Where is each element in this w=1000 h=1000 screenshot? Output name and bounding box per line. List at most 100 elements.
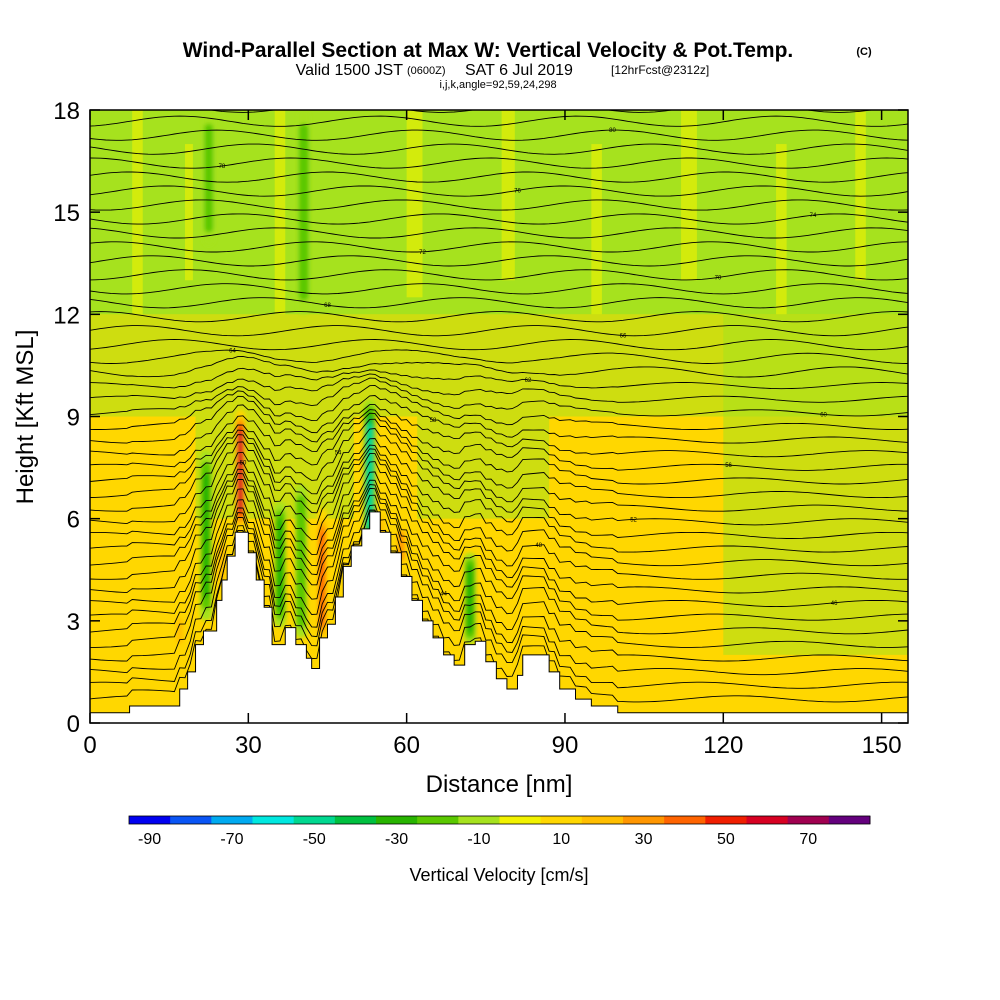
x-tick-label: 30 — [235, 732, 262, 759]
isentrope-line — [90, 438, 908, 526]
isentrope-label: 66 — [620, 333, 627, 339]
isentropes — [90, 110, 908, 703]
colorbar-tick-label: -90 — [138, 831, 161, 848]
colorbar-swatch — [334, 816, 377, 824]
updraft-cell — [176, 618, 183, 644]
isentrope-label: 80 — [609, 128, 616, 134]
isentrope-line — [90, 367, 908, 390]
colorbar-swatch — [581, 816, 624, 824]
downdraft-cell — [202, 473, 210, 599]
isentrope-label: 72 — [419, 250, 426, 256]
isentrope-label: 82 — [314, 102, 321, 108]
field-patch — [417, 416, 550, 519]
isentrope-line — [90, 444, 908, 539]
isentrope-line — [90, 412, 908, 485]
isentrope-line — [90, 471, 908, 594]
isentrope-line — [90, 509, 908, 689]
y-axis-label: Height [Kft MSL] — [12, 330, 39, 505]
field-streak — [501, 110, 515, 281]
colorbar-swatch — [540, 816, 583, 824]
x-tick-label: 0 — [83, 732, 96, 759]
isentrope-label: 52 — [630, 517, 637, 523]
isentrope-line — [90, 143, 908, 155]
x-tick-label: 150 — [862, 732, 902, 759]
field-streak — [184, 144, 193, 281]
colorbar-tick-label: -50 — [303, 831, 326, 848]
isentrope-label: 76 — [514, 188, 521, 194]
colorbar-tick-label: -70 — [220, 831, 243, 848]
isentrope-label: 62 — [525, 378, 532, 384]
colorbar-frame — [128, 815, 871, 825]
isentrope-line — [90, 171, 908, 183]
isentrope-line — [90, 283, 908, 295]
y-tick-label: 9 — [67, 405, 80, 432]
isentrope-line — [90, 494, 908, 648]
isentrope-line — [90, 461, 908, 580]
downdraft-cell — [297, 505, 305, 618]
colorbar-swatch — [746, 816, 789, 824]
downdraft-cell — [204, 123, 214, 233]
field-streak — [132, 110, 143, 315]
x-axis: 0 30 60 90 120 150 — [83, 110, 902, 759]
field-patch — [723, 314, 908, 655]
field-bands — [90, 110, 908, 655]
isentrope-label: 48 — [535, 543, 542, 549]
chart-subtitle-fcst: [12hrFcst@2312z] — [611, 63, 709, 77]
colorbar-label: Vertical Velocity [cm/s] — [409, 865, 588, 885]
x-tick-label: 90 — [552, 732, 579, 759]
field-band-upper — [90, 110, 908, 315]
downdraft-cell — [366, 423, 374, 529]
isentrope-line — [90, 311, 908, 323]
field-streak — [274, 110, 286, 315]
isentrope-line — [90, 339, 908, 351]
isentrope-line — [90, 428, 908, 512]
subtitle-line: Valid 1500 JST (0600Z) SAT 6 Jul 2019 [1… — [296, 62, 710, 79]
isentrope-line — [90, 453, 908, 567]
y-tick-label: 12 — [53, 302, 80, 329]
isentrope-line — [90, 487, 908, 635]
y-tick-label: 18 — [53, 98, 80, 125]
plot-area: 44 46 48 50 52 54 56 58 60 62 64 66 68 70 72 74 76 78 80 82 — [90, 102, 908, 723]
downdraft-cell — [299, 137, 308, 288]
isentrope-line — [90, 115, 908, 127]
isentrope-line — [90, 185, 908, 197]
isentrope-labels: 44 46 48 50 52 54 56 58 60 62 64 66 68 70 72 74 76 78 80 82 — [219, 102, 839, 607]
isentrope-line — [90, 297, 908, 309]
field-streak — [681, 110, 697, 281]
isentrope-line — [90, 355, 908, 378]
y-tick-label: 15 — [53, 200, 80, 227]
chart-title: Wind-Parallel Section at Max W: Vertical… — [183, 39, 794, 62]
y-tick-label: 3 — [67, 609, 80, 636]
isentrope-label: 78 — [219, 164, 226, 170]
updraft-cell — [237, 430, 244, 512]
isentrope-line — [90, 255, 908, 267]
colorbar-swatch — [705, 816, 747, 824]
colorbar-swatch — [787, 816, 830, 824]
isentrope-line — [90, 409, 908, 471]
isentrope-label: 58 — [430, 418, 437, 424]
isentrope-line — [90, 484, 908, 621]
colorbar-tick-label: 70 — [799, 831, 817, 848]
isentrope-line — [90, 395, 908, 444]
colorbar-tick-label: 50 — [717, 831, 735, 848]
isentrope-label: 44 — [440, 591, 447, 597]
x-axis-label: Distance [nm] — [426, 771, 573, 798]
downdraft-cell — [276, 518, 284, 611]
colorbar-swatch — [458, 816, 500, 824]
isentrope-label: 68 — [324, 303, 331, 309]
isentrope-line — [90, 448, 908, 553]
isentrope-label: 50 — [240, 461, 247, 467]
isentrope-line — [90, 269, 908, 281]
isentrope-line — [90, 384, 908, 430]
isentrope-line — [90, 418, 908, 499]
isentrope-line — [90, 157, 908, 169]
downdraft-cell — [466, 564, 474, 633]
colorbar-swatch — [252, 816, 295, 824]
colorbar-tick-label: 30 — [635, 831, 653, 848]
colorbar-tick-label: 10 — [552, 831, 570, 848]
isentrope-line — [90, 213, 908, 225]
isentrope-line — [90, 509, 908, 676]
title-mark: (C) — [856, 46, 872, 58]
colorbar-swatch — [623, 816, 665, 824]
